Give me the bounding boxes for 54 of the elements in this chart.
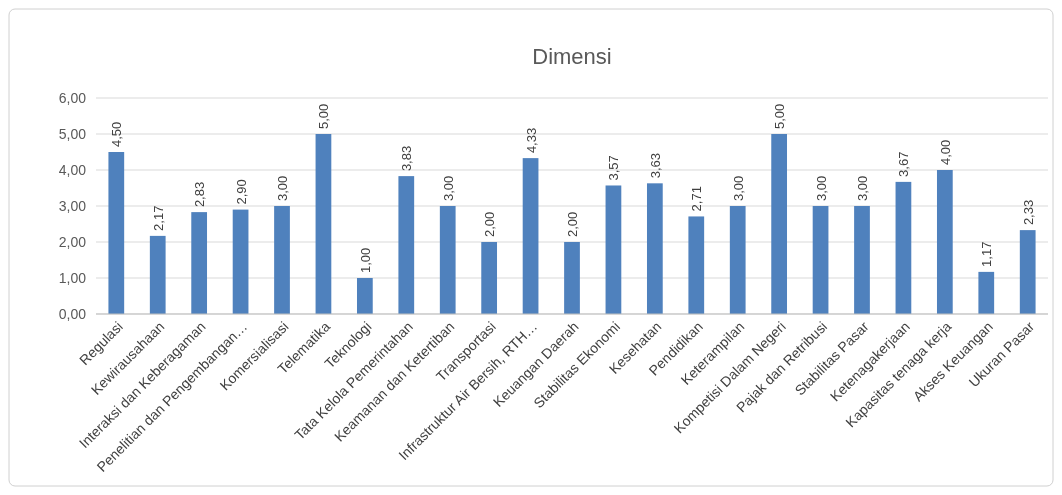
data-label: 3,00	[275, 175, 291, 201]
bar	[481, 242, 498, 314]
data-label: 4,00	[937, 139, 953, 165]
bar	[191, 212, 208, 314]
bar	[936, 170, 953, 314]
bar	[274, 206, 290, 314]
y-tick-label: 5,00	[58, 125, 87, 142]
data-label: 3,63	[647, 153, 663, 179]
data-label: 2,90	[233, 179, 249, 205]
bar	[398, 176, 415, 314]
y-tick-label: 0,00	[58, 305, 87, 322]
data-label: 1,00	[357, 247, 373, 273]
data-label: 3,67	[896, 151, 912, 177]
bar	[854, 206, 870, 314]
y-tick-label: 3,00	[58, 197, 87, 214]
data-label: 2,00	[565, 211, 580, 237]
bar	[356, 278, 373, 314]
data-label: 4,33	[523, 127, 539, 154]
y-tick-label: 4,00	[58, 161, 87, 178]
bar	[315, 134, 332, 314]
bar	[688, 216, 705, 314]
bar	[771, 134, 788, 314]
bar	[978, 271, 995, 314]
data-label: 5,00	[316, 103, 332, 129]
y-tick-label: 1,00	[58, 269, 87, 286]
data-label: 3,00	[813, 175, 829, 201]
data-label: 2,17	[150, 205, 166, 231]
bar	[812, 206, 829, 314]
y-tick-label: 2,00	[58, 233, 87, 250]
data-label: 3,83	[399, 145, 415, 172]
data-label: 2,00	[482, 211, 498, 237]
bar	[729, 206, 746, 314]
bar	[1019, 230, 1036, 314]
bar	[232, 209, 249, 314]
data-label: 1,17	[979, 241, 995, 267]
bar	[108, 152, 125, 314]
data-label: 3,00	[854, 175, 870, 201]
data-label: 4,50	[109, 121, 125, 147]
bar	[149, 235, 166, 314]
data-label: 5,00	[772, 103, 788, 129]
chart-title: Dimensi	[532, 44, 612, 69]
data-label: 2,33	[1020, 199, 1036, 226]
y-tick-label: 6,00	[58, 89, 87, 106]
data-label: 2,83	[192, 181, 208, 208]
bar	[439, 206, 456, 314]
bar	[605, 185, 622, 314]
bar	[564, 242, 580, 314]
bar	[646, 183, 663, 314]
bar	[522, 158, 539, 314]
data-label: 3,00	[440, 175, 456, 201]
bar	[895, 181, 912, 314]
data-label: 2,71	[689, 186, 705, 212]
data-label: 3,57	[606, 155, 622, 181]
data-label: 3,00	[730, 175, 746, 201]
